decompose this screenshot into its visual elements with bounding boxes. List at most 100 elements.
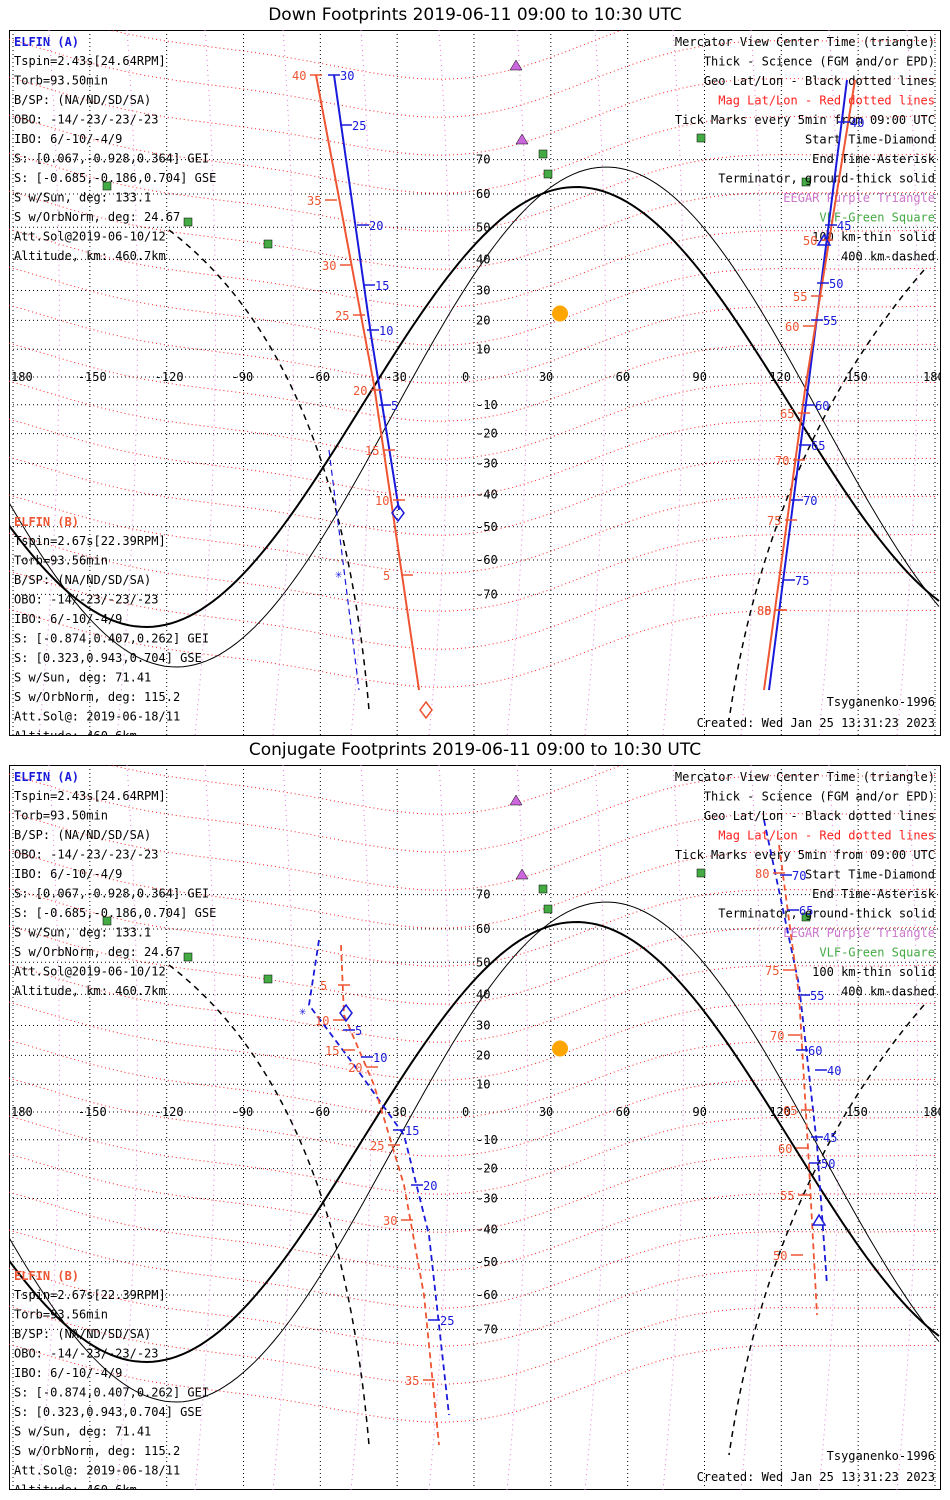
start-diamond-icon: [419, 700, 433, 720]
track-tick-label: 50: [821, 1157, 835, 1171]
legend-line: End Time-Asterisk: [812, 152, 936, 166]
mag-lon-line: [194, 30, 216, 736]
lat-label: -60: [476, 1288, 498, 1302]
center-time-triangle-icon: [816, 233, 832, 246]
track-tick-label: 65: [799, 904, 813, 918]
lon-label: -150: [78, 1105, 107, 1119]
eegar-station-triangle-icon: [515, 868, 529, 880]
elfin-a-track-east: [763, 819, 828, 1286]
track-tick-label: 85: [757, 604, 771, 618]
legend-line: Tick Marks every 5min from 09:00 UTC: [675, 113, 935, 127]
track-tick-label: 35: [405, 1374, 419, 1388]
elfin-a-track-east: [768, 79, 848, 691]
elfin-a-info-line: B/SP: (NA/ND/SD/SA): [14, 93, 151, 107]
elfin-b-info-line: OBO: -14/-23/-23/-23: [14, 1347, 159, 1361]
lat-label: -50: [476, 1255, 498, 1269]
mag-lat-line: [9, 1077, 938, 1157]
lon-label: -90: [232, 1105, 254, 1119]
lon-label: -60: [308, 1105, 330, 1119]
track-tick-label: 80: [755, 867, 769, 881]
vlf-station-square-icon: [801, 177, 811, 187]
elfin-b-track-east: [778, 844, 818, 1316]
track-tick-label: 60: [778, 1142, 792, 1156]
elfin-a-info-line: S w/Sun, deg: 133.1: [14, 191, 151, 205]
created-timestamp: Created: Wed Jan 25 13:31:23 2023: [697, 1470, 935, 1484]
elfin-a-info-line: S w/OrbNorm, deg: 24.67: [14, 210, 180, 224]
mag-lon-line: [740, 30, 762, 736]
terminator-100km-line: [9, 901, 940, 1403]
mag-lon-line: [38, 30, 60, 736]
mag-lon-line: [350, 30, 372, 736]
track-tick-label: 10: [315, 1014, 329, 1028]
legend-line: VLF-Green Square: [819, 946, 935, 960]
elfin-b-info-line: S w/Sun, deg: 71.41: [14, 1425, 151, 1439]
mag-lon-line: [428, 30, 450, 736]
track-tick-label: 65: [780, 407, 794, 421]
track-tick-label: 60: [785, 320, 799, 334]
mag-lat-line: [9, 266, 938, 346]
elfin-a-info-line: B/SP: (NA/ND/SD/SA): [14, 828, 151, 842]
legend-line: 100 km-thin solid: [812, 965, 935, 979]
legend-line: 400 km-dashed: [841, 250, 935, 264]
track-tick-label: 70: [792, 869, 806, 883]
track-tick-label: 60: [815, 399, 829, 413]
mag-lat-line: [9, 76, 938, 156]
legend-line: Geo Lat/Lon - Black dotted lines: [704, 74, 935, 88]
elfin-b-info-line: Torb=93.56min: [14, 1308, 108, 1322]
elfin-b-info-line: IBO: 6/-10/-4/9: [14, 612, 122, 626]
legend-line: Mag Lat/Lon - Red dotted lines: [718, 829, 935, 843]
terminator-400km-west-line: [168, 964, 370, 1446]
elfin-a-info-line: S: [0.067,-0.928,0.364] GEI: [14, 887, 209, 901]
mag-lat-line: [9, 887, 938, 967]
lat-label: -40: [476, 1223, 498, 1237]
legend-line: Geo Lat/Lon - Black dotted lines: [704, 809, 935, 823]
mag-lat-line: [9, 1115, 938, 1195]
lat-label: -20: [476, 427, 498, 441]
lat-label: 10: [476, 342, 490, 356]
lat-label: 30: [476, 1018, 490, 1032]
track-tick-label: 40: [850, 116, 864, 130]
legend-line: Terminator, ground-thick solid: [718, 907, 935, 921]
mag-lat-line: [9, 304, 938, 384]
lon-label: 180: [11, 1105, 33, 1119]
mag-lat-line: [9, 1001, 938, 1081]
track-tick-label: 40: [292, 69, 306, 83]
lon-label: -120: [155, 1105, 184, 1119]
lat-label: -40: [476, 488, 498, 502]
track-tick-label: 45: [823, 1131, 837, 1145]
elfin-b-info-line: IBO: 6/-10/-4/9: [14, 1366, 122, 1380]
track-tick-label: 75: [765, 964, 779, 978]
legend-line: VLF-Green Square: [819, 211, 935, 225]
lon-label: 60: [616, 370, 630, 384]
mag-lat-line: [9, 1191, 938, 1271]
vlf-station-square-icon: [102, 181, 112, 191]
track-tick-label: 45: [837, 219, 851, 233]
panel-frame-down: [9, 30, 941, 736]
track-tick-label: 80: [757, 604, 771, 618]
legend-line: 400 km-dashed: [841, 985, 935, 999]
track-tick-label: 25: [352, 119, 366, 133]
elfin-b-label: ELFIN (B): [14, 515, 79, 529]
mag-lon-line: [428, 765, 450, 1490]
elfin-a-info-line: OBO: -14/-23/-23/-23: [14, 113, 159, 127]
mag-lon-line: [584, 765, 606, 1490]
lat-label: 70: [476, 153, 490, 167]
map-down-footprints: 180-150-120-90-60-3003060901201501807060…: [9, 30, 941, 736]
lat-label: 20: [476, 1048, 490, 1062]
eegar-station-triangle-icon: [515, 133, 529, 145]
lon-label: 0: [462, 1105, 469, 1119]
vlf-station-square-icon: [543, 904, 553, 914]
elfin-a-info-line: Torb=93.50min: [14, 74, 108, 88]
elfin-b-info-line: B/SP: (NA/ND/SD/SA): [14, 1327, 151, 1341]
mag-lat-line: [107, 765, 624, 815]
elfin-a-info-line: Tspin=2.43s[24.64RPM]: [14, 789, 166, 803]
mag-lat-line: [9, 532, 938, 612]
track-tick-label: 15: [405, 1124, 419, 1138]
track-tick-label: 20: [369, 219, 383, 233]
mag-lat-line: [9, 925, 938, 1005]
terminator-400km-west-line: [168, 229, 370, 711]
lon-label: 30: [539, 370, 553, 384]
terminator-400km-east-line: [728, 1004, 925, 1456]
track-tick-label: 30: [322, 259, 336, 273]
lat-label: 50: [476, 955, 490, 969]
